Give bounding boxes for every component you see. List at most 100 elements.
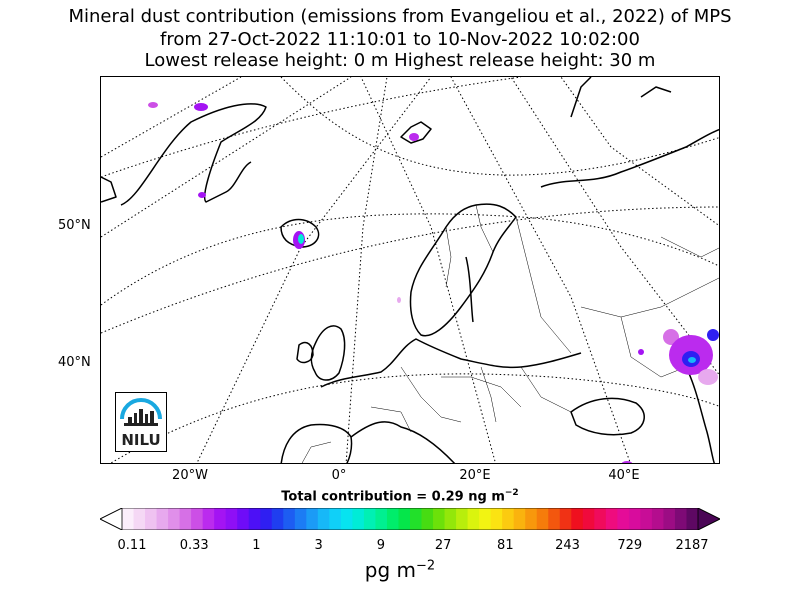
border (620, 316, 687, 378)
dust-patch (409, 133, 419, 141)
greenland-coast (101, 176, 117, 203)
ireland-coast (296, 341, 314, 364)
border (480, 366, 497, 423)
colorbar-segment (663, 508, 676, 530)
europe-coast (320, 338, 582, 388)
latitude-label: 40°N (58, 355, 91, 370)
colorbar-segment (617, 508, 630, 530)
colorbar-segment (421, 508, 434, 530)
colorbar-segment (306, 508, 319, 530)
colorbar-segment (225, 508, 238, 530)
colorbar-segment (674, 508, 688, 530)
graticule-meridian (101, 77, 352, 238)
colorbar-segment (271, 508, 284, 530)
border (301, 441, 332, 463)
map-title-line-1: Mineral dust contribution (emissions fro… (68, 6, 732, 27)
colorbar-segment (386, 508, 400, 530)
colorbar-segment (122, 508, 135, 530)
nilu-logo: NILU (115, 392, 167, 452)
scandinavia-coast (409, 203, 517, 337)
colorbar-tick-label: 81 (497, 538, 514, 553)
longitude-label: 20°E (459, 468, 491, 483)
border (400, 366, 462, 423)
colorbar-segment (536, 508, 549, 530)
black-sea-coast (570, 397, 645, 436)
colorbar-segment (363, 508, 377, 530)
arctic-russia-coast (540, 128, 719, 188)
dust-patch (663, 329, 679, 345)
border (520, 366, 572, 413)
arctic-russia-coast (640, 86, 672, 98)
graticule-parallel (101, 77, 522, 178)
colorbar-segment (145, 508, 158, 530)
border (441, 376, 522, 408)
graticule-meridian (196, 77, 432, 463)
colorbar-segment (410, 508, 423, 530)
colorbar-tick-label: 0.11 (117, 538, 147, 553)
dust-patch (198, 192, 206, 198)
dust-patch (298, 234, 304, 244)
border (660, 236, 719, 258)
border (475, 204, 494, 253)
longitude-label: 0° (331, 468, 347, 483)
colorbar-segment (605, 508, 618, 530)
graticule-meridian (560, 77, 719, 227)
graticule-parallel (280, 77, 719, 176)
colorbar-segment (260, 508, 273, 530)
map-frame (100, 76, 720, 464)
colorbar-segment (582, 508, 595, 530)
dust-patch (638, 349, 644, 355)
gulf-of-bothnia-coast (465, 256, 474, 323)
colorbar-segment (375, 508, 388, 530)
dust-patch (621, 461, 633, 463)
colorbar-tick-label: 27 (434, 538, 452, 553)
dust-patch (397, 297, 401, 303)
british-isles-coast (310, 325, 346, 381)
dust-patch (148, 102, 158, 108)
graticule-parallel (110, 373, 719, 463)
colorbar-segment (398, 508, 411, 530)
border (445, 226, 452, 288)
colorbar-tick-label: 0.33 (179, 538, 209, 553)
border (515, 216, 572, 354)
colorbar-segment (133, 508, 146, 530)
colorbar-segment (294, 508, 307, 530)
colorbar-segment (283, 508, 296, 530)
graticule-parallel (101, 213, 719, 306)
colorbar-extend-high (697, 507, 721, 531)
colorbar-segment (444, 508, 457, 530)
colorbar-segment (248, 508, 261, 530)
colorbar-segment (237, 508, 250, 530)
colorbar-segment (168, 508, 181, 530)
graticule-parallel (101, 206, 719, 334)
iceland-coast (280, 218, 320, 248)
colorbar-segment (479, 508, 492, 530)
svalbard-coast (400, 121, 432, 144)
nilu-logo-mark (120, 398, 162, 426)
colorbar-units: pg m−2 (364, 558, 436, 582)
colorbar-segment (214, 508, 227, 530)
colorbar-segment (456, 508, 469, 530)
colorbar-segment (156, 508, 169, 530)
dust-patch (688, 357, 696, 363)
colorbar-segment (686, 508, 699, 530)
colorbar-tick-label: 9 (376, 538, 386, 553)
colorbar-segment (628, 508, 641, 530)
graticule-meridian (450, 77, 631, 463)
colorbar-segment (548, 508, 561, 530)
colorbar-segment (490, 508, 503, 530)
arctic-russia-coast (570, 77, 592, 118)
map-canvas (101, 77, 719, 463)
dust-contribution (148, 102, 719, 463)
border (370, 406, 412, 433)
colorbar-segment (352, 508, 365, 530)
graticule-meridian (360, 77, 496, 463)
graticule (101, 77, 719, 463)
colorbar-segment (571, 508, 584, 530)
colorbar (99, 507, 721, 534)
greenland-coast (120, 103, 267, 206)
total-contribution: Total contribution = 0.29 ng m−2 (281, 488, 519, 505)
colorbar-segment (640, 508, 653, 530)
colorbar-tick-label: 729 (617, 538, 643, 553)
dust-patch (698, 369, 718, 385)
